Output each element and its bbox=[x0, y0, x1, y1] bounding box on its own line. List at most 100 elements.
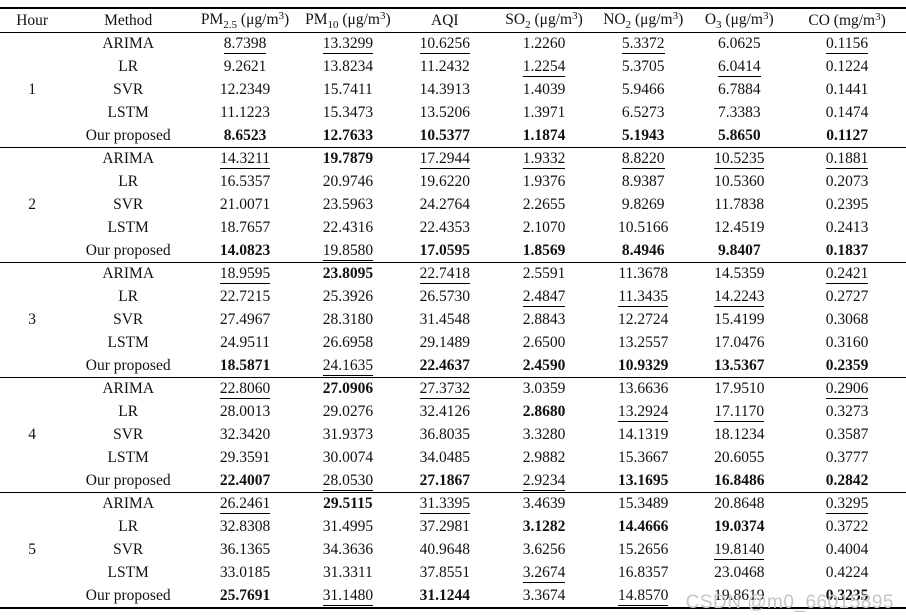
value-text: 22.4353 bbox=[419, 218, 470, 236]
value-cell-co: 0.1224 bbox=[788, 56, 906, 79]
value-text: 32.3420 bbox=[219, 425, 271, 443]
method-cell: LR bbox=[118, 58, 139, 76]
value-text: 0.1441 bbox=[825, 81, 869, 99]
value-cell-no2: 13.1695 bbox=[596, 469, 690, 492]
table-row: Our proposed 8.6523 12.7633 10.5377 1.1874 5.… bbox=[0, 124, 906, 147]
value-text: 6.5273 bbox=[621, 103, 665, 121]
value-cell-so2: 2.4847 bbox=[492, 286, 596, 309]
col-header-so2: SO2 (μg/m3) bbox=[505, 9, 583, 31]
value-text: 40.9648 bbox=[419, 540, 470, 558]
method-cell: LR bbox=[118, 518, 139, 536]
value-cell-co: 0.4224 bbox=[788, 561, 906, 584]
value-text: 10.5360 bbox=[714, 173, 765, 191]
value-cell-aqi: 10.6256 bbox=[398, 32, 492, 55]
value-cell-pm10: 15.3473 bbox=[298, 101, 398, 124]
value-text: 3.1282 bbox=[522, 518, 566, 536]
value-text: 2.2655 bbox=[522, 196, 566, 214]
value-text: 0.1881 bbox=[825, 150, 869, 170]
value-text: 13.5206 bbox=[419, 103, 470, 121]
value-cell-no2: 13.2924 bbox=[596, 401, 690, 424]
hour-group-2: 2 ARIMA 14.3211 19.7879 17.2944 1.9332 8.8220 1… bbox=[0, 147, 906, 262]
col-header-o3: O3 (μg/m3) bbox=[704, 9, 774, 31]
value-cell-o3: 13.5367 bbox=[690, 354, 788, 377]
hour-group-4: 4 ARIMA 22.8060 27.0906 27.3732 3.0359 13.6636… bbox=[0, 377, 906, 492]
value-text: 1.1874 bbox=[522, 126, 566, 144]
value-cell-co: 0.2842 bbox=[788, 469, 906, 492]
value-cell-pm10: 29.0276 bbox=[298, 401, 398, 424]
value-cell-pm10: 22.4316 bbox=[298, 216, 398, 239]
value-text: 33.0185 bbox=[219, 563, 271, 581]
value-cell-so2: 2.1070 bbox=[492, 216, 596, 239]
value-text: 9.2621 bbox=[223, 58, 267, 76]
value-text: 17.9510 bbox=[714, 380, 765, 398]
value-text: 0.1474 bbox=[825, 103, 869, 121]
method-cell: LSTM bbox=[107, 218, 149, 236]
value-cell-aqi: 22.4353 bbox=[398, 216, 492, 239]
value-cell-pm10: 23.5963 bbox=[298, 193, 398, 216]
method-cell: ARIMA bbox=[102, 265, 155, 283]
value-text: 6.7884 bbox=[717, 81, 761, 99]
table-row: LSTM 18.7657 22.4316 22.4353 2.1070 10.5166 12… bbox=[0, 216, 906, 239]
value-cell-no2: 9.8269 bbox=[596, 193, 690, 216]
col-header-method: Method bbox=[104, 11, 153, 29]
value-text: 17.2944 bbox=[419, 150, 470, 170]
value-text: 13.2557 bbox=[618, 333, 669, 351]
value-text: 15.3489 bbox=[618, 495, 669, 513]
value-text: 37.8551 bbox=[419, 563, 470, 581]
value-text: 9.8407 bbox=[717, 241, 761, 259]
value-cell-no2: 8.8220 bbox=[596, 147, 690, 170]
value-text: 28.0013 bbox=[219, 403, 271, 421]
value-text: 8.6523 bbox=[223, 126, 267, 144]
value-cell-so2: 2.9882 bbox=[492, 446, 596, 469]
value-cell-aqi: 31.3395 bbox=[398, 492, 492, 515]
table-row: SVR 12.2349 15.7411 14.3913 1.4039 5.9466 6.78… bbox=[0, 78, 906, 101]
method-cell: SVR bbox=[113, 425, 144, 443]
value-cell-o3: 19.8619 bbox=[690, 584, 788, 608]
col-header-pm10: PM10 (μg/m3) bbox=[305, 9, 391, 31]
method-cell: SVR bbox=[113, 540, 144, 558]
value-text: 14.3913 bbox=[419, 81, 470, 99]
value-cell-pm10: 34.3636 bbox=[298, 538, 398, 561]
value-text: 1.9332 bbox=[522, 150, 566, 170]
value-text: 14.8570 bbox=[618, 586, 669, 606]
value-cell-co: 0.3722 bbox=[788, 516, 906, 539]
value-text: 8.4946 bbox=[621, 241, 665, 259]
value-cell-so2: 1.1874 bbox=[492, 124, 596, 147]
value-cell-co: 0.3295 bbox=[788, 492, 906, 515]
value-cell-so2: 2.9234 bbox=[492, 469, 596, 492]
value-text: 36.1365 bbox=[219, 540, 271, 558]
value-text: 16.5357 bbox=[219, 173, 271, 191]
value-text: 27.4967 bbox=[219, 311, 271, 328]
value-cell-pm10: 29.5115 bbox=[298, 492, 398, 515]
value-cell-pm25: 21.0071 bbox=[192, 193, 298, 216]
value-cell-o3: 6.7884 bbox=[690, 78, 788, 101]
value-text: 14.0823 bbox=[219, 241, 271, 259]
value-cell-no2: 5.9466 bbox=[596, 78, 690, 101]
value-cell-co: 0.3777 bbox=[788, 446, 906, 469]
value-cell-aqi: 17.2944 bbox=[398, 147, 492, 170]
value-cell-pm25: 11.1223 bbox=[192, 101, 298, 124]
value-text: 26.2461 bbox=[219, 495, 271, 515]
table-row: LR 32.8308 31.4995 37.2981 3.1282 14.4666 19.0… bbox=[0, 516, 906, 539]
table-row: 5 ARIMA 26.2461 29.5115 31.3395 3.4639 15.3489… bbox=[0, 492, 906, 557]
value-text: 20.9746 bbox=[322, 173, 374, 191]
value-cell-pm10: 23.8095 bbox=[298, 262, 398, 285]
value-text: 26.5730 bbox=[419, 288, 470, 306]
value-cell-pm10: 28.3180 bbox=[298, 308, 398, 331]
value-text: 29.1489 bbox=[419, 333, 470, 351]
value-cell-co: 0.3160 bbox=[788, 331, 906, 354]
value-cell-pm10: 30.0074 bbox=[298, 446, 398, 469]
value-text: 2.1070 bbox=[522, 218, 566, 236]
value-cell-o3: 16.8486 bbox=[690, 469, 788, 492]
value-text: 34.0485 bbox=[419, 448, 470, 466]
hour-group-5: 5 ARIMA 26.2461 29.5115 31.3395 3.4639 15.3489… bbox=[0, 492, 906, 607]
value-cell-aqi: 31.4548 bbox=[398, 308, 492, 331]
value-text: 0.3777 bbox=[825, 448, 869, 466]
value-text: 26.6958 bbox=[322, 333, 374, 351]
value-cell-aqi: 17.0595 bbox=[398, 239, 492, 262]
value-cell-no2: 6.5273 bbox=[596, 101, 690, 124]
value-text: 0.3235 bbox=[825, 586, 869, 604]
value-text: 10.5377 bbox=[419, 126, 470, 144]
value-text: 21.0071 bbox=[219, 196, 271, 214]
value-text: 11.1223 bbox=[220, 103, 270, 121]
